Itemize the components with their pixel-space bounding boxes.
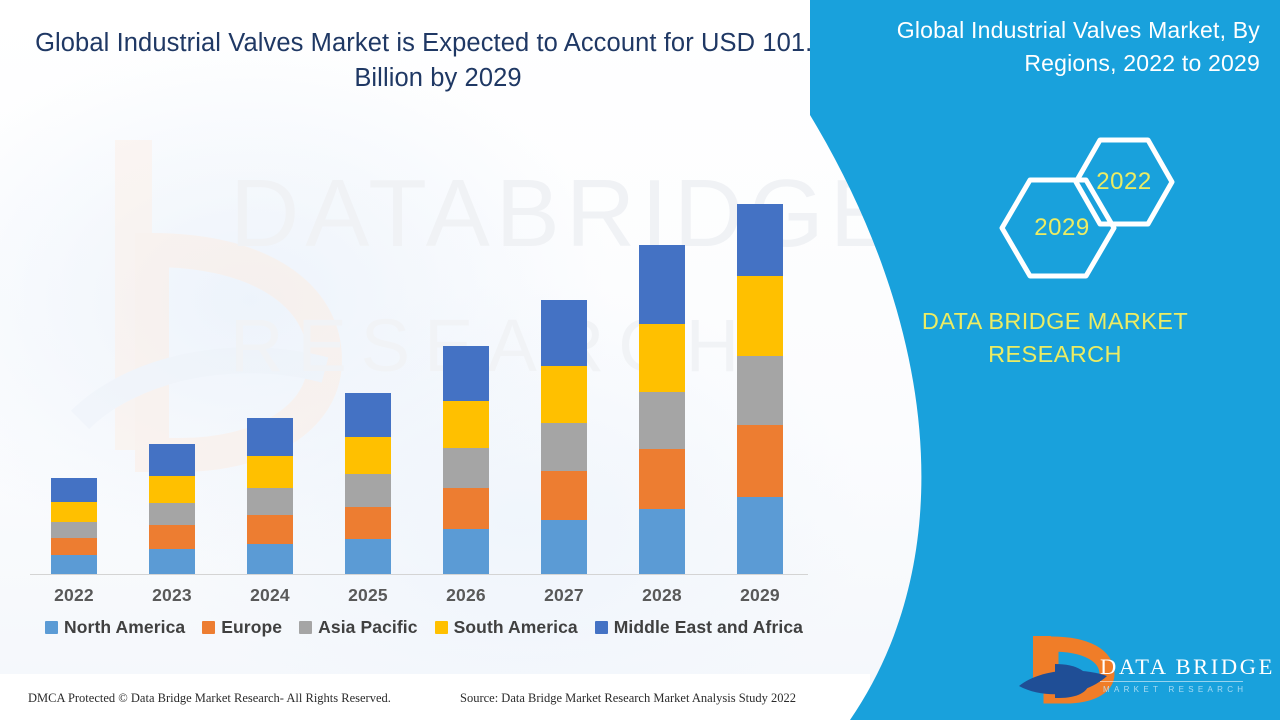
- legend-swatch-icon: [202, 621, 216, 634]
- hexagon-group: 2029 2022: [810, 128, 1280, 298]
- bar-2027: [541, 299, 587, 574]
- legend-label: Asia Pacific: [318, 617, 418, 637]
- bar-2025: [345, 393, 391, 574]
- legend-item-south-america[interactable]: South America: [434, 617, 578, 638]
- legend-swatch-icon: [45, 621, 58, 634]
- bar-segment-asia-pacific: [639, 392, 685, 450]
- bar-segment-south-america: [51, 501, 97, 522]
- bar-2024: [247, 418, 293, 574]
- bar-segment-middle-east-and-africa: [51, 478, 97, 502]
- brand-line-2: RESEARCH: [988, 341, 1122, 368]
- bar-chart: [24, 150, 814, 575]
- x-axis-label-2029: 2029: [740, 585, 780, 605]
- hexagon-shapes: [999, 137, 1175, 279]
- panel-shape: [810, 0, 1280, 720]
- footer-bar: DMCA Protected © Data Bridge Market Rese…: [0, 674, 870, 720]
- bar-segment-europe: [51, 537, 97, 556]
- bar-segment-europe: [541, 470, 587, 521]
- bar-segment-europe: [737, 424, 783, 497]
- legend-swatch-icon: [594, 621, 608, 634]
- logo-rule: [1100, 681, 1243, 682]
- bar-2023: [149, 444, 195, 574]
- legend-item-europe[interactable]: Europe: [202, 617, 282, 638]
- legend-item-north-america[interactable]: North America: [45, 617, 185, 638]
- bar-segment-south-america: [639, 323, 685, 393]
- bar-segment-asia-pacific: [149, 503, 195, 526]
- bar-segment-north-america: [345, 539, 391, 574]
- bar-segment-europe: [345, 506, 391, 540]
- chart-legend: North America Europe Asia Pacific South Ame…: [24, 617, 824, 638]
- bar-segment-north-america: [51, 555, 97, 574]
- bar-segment-asia-pacific: [737, 356, 783, 425]
- bar-segment-south-america: [345, 437, 391, 475]
- bar-segment-middle-east-and-africa: [345, 393, 391, 438]
- bar-segment-south-america: [443, 400, 489, 449]
- x-axis-label-2028: 2028: [642, 585, 682, 605]
- bar-segment-europe: [149, 525, 195, 550]
- x-axis-label-2026: 2026: [446, 585, 486, 605]
- logo-tagline: MARKET RESEARCH: [1103, 685, 1248, 694]
- legend-label: South America: [453, 617, 578, 637]
- copyright-text: DMCA Protected © Data Bridge Market Rese…: [28, 691, 391, 705]
- logo-wordmark: DATA BRIDGE: [1100, 654, 1275, 679]
- x-axis-label-2027: 2027: [544, 585, 584, 605]
- plot-area: [24, 150, 814, 575]
- bar-segment-middle-east-and-africa: [443, 346, 489, 401]
- bar-segment-asia-pacific: [443, 448, 489, 489]
- bar-2026: [443, 346, 489, 574]
- side-panel: Global Industrial Valves Market, By Regi…: [810, 0, 1280, 720]
- bar-segment-south-america: [541, 365, 587, 424]
- bar-segment-middle-east-and-africa: [149, 444, 195, 476]
- bar-segment-north-america: [541, 520, 587, 574]
- bar-segment-asia-pacific: [541, 423, 587, 471]
- legend-label: North America: [64, 617, 186, 637]
- bar-segment-asia-pacific: [247, 488, 293, 516]
- hexagon-2029: [999, 177, 1117, 279]
- bar-segment-middle-east-and-africa: [541, 299, 587, 366]
- page-title: Global Industrial Valves Market is Expec…: [35, 29, 841, 93]
- bar-segment-south-america: [149, 475, 195, 504]
- legend-label: Middle East and Africa: [613, 617, 803, 637]
- bar-segment-south-america: [247, 455, 293, 489]
- hexagon-2022-label: 2022: [1096, 168, 1152, 195]
- bar-segment-middle-east-and-africa: [737, 204, 783, 277]
- x-axis-label-2023: 2023: [152, 585, 192, 605]
- hexagon-2022: [1073, 137, 1175, 227]
- legend-swatch-icon: [434, 621, 448, 634]
- bar-segment-middle-east-and-africa: [639, 245, 685, 324]
- legend-swatch-icon: [299, 621, 313, 634]
- bar-segment-south-america: [737, 276, 783, 356]
- brand-line-1: DATA BRIDGE MARKET: [921, 308, 1189, 334]
- bar-segment-north-america: [737, 496, 783, 574]
- bar-segment-europe: [443, 488, 489, 530]
- bar-segment-north-america: [443, 529, 489, 574]
- source-text: Source: Data Bridge Market Research Mark…: [460, 691, 797, 705]
- hexagon-2029-label: 2029: [1034, 214, 1090, 241]
- bar-segment-middle-east-and-africa: [247, 418, 293, 456]
- x-axis-labels: 2022 2023 2024 2025 2026 2027 2028 2029: [24, 585, 814, 613]
- x-axis-line: [30, 574, 808, 575]
- brand-name: DATA BRIDGE MARKET RESEARCH: [845, 305, 1265, 372]
- legend-item-asia-pacific[interactable]: Asia Pacific: [299, 617, 417, 638]
- panel-title: Global Industrial Valves Market, By Regi…: [896, 17, 1260, 76]
- x-axis-label-2025: 2025: [348, 585, 388, 605]
- watermark-line-1: DATABRIDGE: [230, 160, 900, 267]
- x-axis-label-2022: 2022: [54, 585, 94, 605]
- data-bridge-logo-mark: [1019, 636, 1115, 704]
- legend-item-middle-east-and-africa[interactable]: Middle East and Africa: [594, 617, 803, 638]
- bar-segment-north-america: [639, 509, 685, 574]
- legend-label: Europe: [221, 617, 283, 637]
- bar-segment-north-america: [247, 544, 293, 574]
- bar-segment-europe: [639, 449, 685, 510]
- x-axis-label-2024: 2024: [250, 585, 290, 605]
- bar-2028: [639, 245, 685, 574]
- bar-segment-europe: [247, 515, 293, 545]
- background-logo-watermark: [70, 140, 343, 472]
- bar-2022: [51, 478, 97, 574]
- bar-segment-asia-pacific: [345, 474, 391, 507]
- bar-segment-asia-pacific: [51, 521, 97, 538]
- bar-2029: [737, 204, 783, 574]
- bar-segment-north-america: [149, 549, 195, 574]
